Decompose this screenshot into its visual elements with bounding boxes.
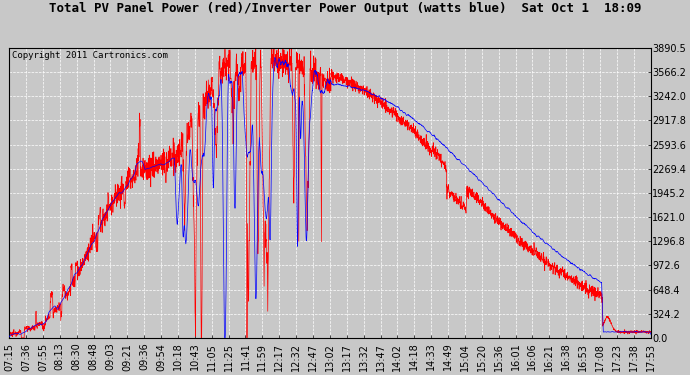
Text: Total PV Panel Power (red)/Inverter Power Output (watts blue)  Sat Oct 1  18:09: Total PV Panel Power (red)/Inverter Powe… bbox=[49, 2, 641, 15]
Text: Copyright 2011 Cartronics.com: Copyright 2011 Cartronics.com bbox=[12, 51, 168, 60]
